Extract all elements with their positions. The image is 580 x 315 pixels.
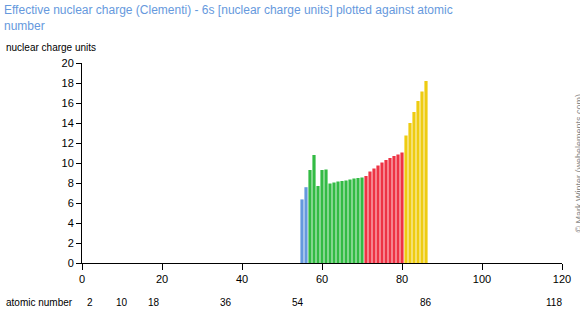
- svg-text:120: 120: [553, 273, 571, 285]
- svg-text:18: 18: [148, 297, 160, 308]
- svg-text:80: 80: [396, 273, 408, 285]
- svg-text:36: 36: [220, 297, 232, 308]
- svg-text:10: 10: [62, 157, 74, 169]
- svg-text:0: 0: [68, 257, 74, 269]
- svg-text:Effective nuclear charge (Clem: Effective nuclear charge (Clementi) - 6s…: [4, 3, 453, 33]
- svg-text:2: 2: [68, 237, 74, 249]
- svg-text:atomic number: atomic number: [6, 297, 73, 308]
- svg-text:0: 0: [79, 273, 85, 285]
- svg-text:2: 2: [87, 297, 93, 308]
- svg-text:8: 8: [68, 177, 74, 189]
- svg-text:54: 54: [292, 297, 304, 308]
- svg-text:© Mark Winter (webelements.com: © Mark Winter (webelements.com): [574, 94, 580, 233]
- svg-text:100: 100: [473, 273, 491, 285]
- svg-text:12: 12: [62, 137, 74, 149]
- svg-text:18: 18: [62, 77, 74, 89]
- svg-text:86: 86: [420, 297, 432, 308]
- svg-text:6: 6: [68, 197, 74, 209]
- svg-text:40: 40: [236, 273, 248, 285]
- svg-text:4: 4: [68, 217, 74, 229]
- svg-text:118: 118: [546, 297, 562, 308]
- svg-text:16: 16: [62, 97, 74, 109]
- svg-text:nuclear charge units: nuclear charge units: [6, 42, 96, 53]
- svg-text:20: 20: [62, 57, 74, 69]
- svg-text:20: 20: [156, 273, 168, 285]
- svg-text:10: 10: [116, 297, 128, 308]
- svg-text:60: 60: [316, 273, 328, 285]
- svg-text:14: 14: [62, 117, 74, 129]
